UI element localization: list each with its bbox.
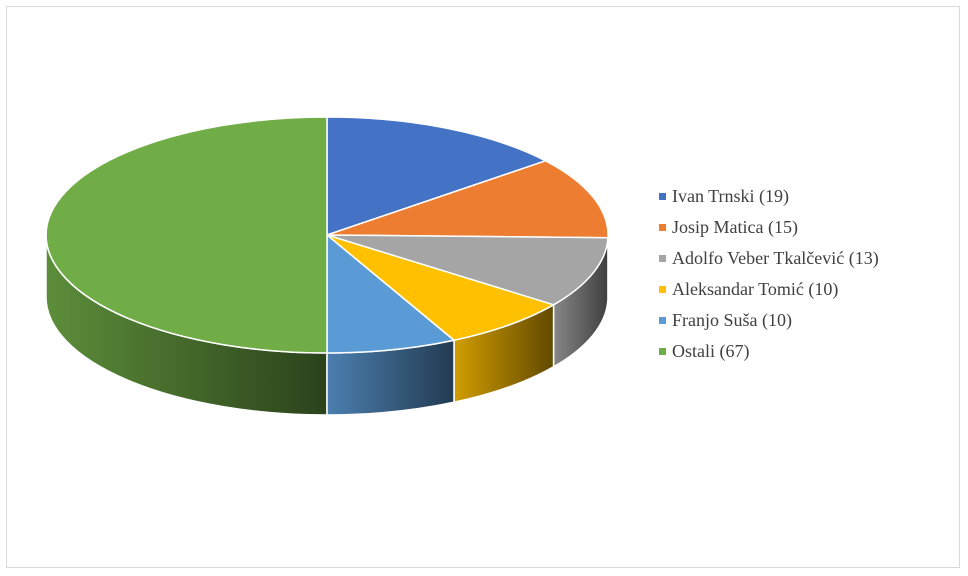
pie-slice <box>326 234 555 342</box>
legend-label: Adolfo Veber Tkalčević (13) <box>672 248 879 268</box>
pie-slice <box>326 234 609 306</box>
pie-slice <box>45 116 328 354</box>
legend: Ivan Trnski (19) Josip Matica (15) Adolf… <box>659 181 879 367</box>
legend-label: Aleksandar Tomić (10) <box>672 279 839 299</box>
legend-swatch <box>659 255 666 262</box>
legend-item: Adolfo Veber Tkalčević (13) <box>659 243 879 274</box>
pie-slice <box>326 116 547 236</box>
legend-item: Franjo Suša (10) <box>659 305 879 336</box>
pie-slice <box>326 234 455 354</box>
legend-item: Josip Matica (15) <box>659 212 879 243</box>
legend-label: Ostali (67) <box>672 341 750 361</box>
chart-area: Ivan Trnski (19) Josip Matica (15) Adolf… <box>6 6 960 568</box>
legend-label: Franjo Suša (10) <box>672 310 792 330</box>
legend-swatch <box>659 286 666 293</box>
pie-chart <box>45 116 609 416</box>
legend-label: Josip Matica (15) <box>672 217 798 237</box>
legend-swatch <box>659 224 666 231</box>
legend-swatch <box>659 317 666 324</box>
legend-swatch <box>659 348 666 355</box>
legend-label: Ivan Trnski (19) <box>672 186 790 206</box>
legend-item: Aleksandar Tomić (10) <box>659 274 879 305</box>
pie-slice <box>326 160 609 239</box>
legend-swatch <box>659 193 666 200</box>
legend-item: Ostali (67) <box>659 336 879 367</box>
legend-item: Ivan Trnski (19) <box>659 181 879 212</box>
